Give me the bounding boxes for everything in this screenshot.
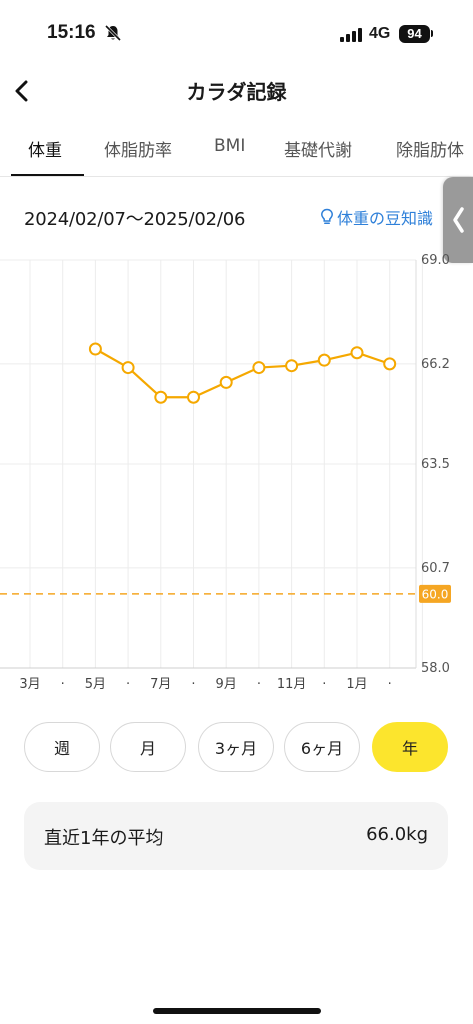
nav-bar: カラダ記録 <box>0 64 473 116</box>
period-3month-button[interactable]: 3ヶ月 <box>198 722 274 772</box>
tab-body-fat[interactable]: 体脂肪率 <box>104 141 172 161</box>
data-point <box>317 353 331 367</box>
status-time: 15:16 <box>47 22 96 43</box>
data-point <box>121 361 135 375</box>
tab-lean-mass[interactable]: 除脂肪体 <box>396 141 464 161</box>
data-point <box>219 375 233 389</box>
weight-chart: 69.0 66.2 63.5 60.7 58.0 60.0 3月 · 5月 · 7月 · 9月 · 11月 ·… <box>0 253 451 692</box>
page-title: カラダ記録 <box>186 80 287 104</box>
bell-muted-icon <box>104 24 122 46</box>
data-point <box>383 357 397 371</box>
x-tick-label: · <box>191 677 195 692</box>
x-tick-label: 1月 <box>346 677 367 692</box>
x-tick-label: 9月 <box>216 677 237 692</box>
average-label: 直近1年の平均 <box>44 828 164 849</box>
y-tick-label: 69.0 <box>421 253 450 268</box>
target-badge <box>419 584 451 603</box>
x-tick-label: · <box>322 677 326 692</box>
x-tick-label: 7月 <box>150 677 171 692</box>
tab-weight[interactable]: 体重 <box>28 141 62 161</box>
x-tick-label: 3月 <box>19 677 40 692</box>
back-button[interactable] <box>6 76 36 106</box>
data-point <box>88 342 102 356</box>
data-point <box>285 359 299 373</box>
active-tab-indicator <box>11 174 84 176</box>
weight-series-line <box>94 348 391 399</box>
y-tick-label: 60.7 <box>421 561 450 576</box>
x-tick-label: · <box>257 677 261 692</box>
chevron-left-icon <box>453 207 464 233</box>
y-tick-label: 66.2 <box>421 357 450 372</box>
period-year-button[interactable]: 年 <box>372 722 448 772</box>
status-bar: 15:16 4G 94 <box>0 0 473 64</box>
target-label: 60.0 <box>422 587 449 601</box>
battery-cap <box>431 30 433 37</box>
signal-icon <box>340 27 364 46</box>
y-tick-label: 58.0 <box>421 661 450 676</box>
chevron-left-icon <box>15 80 28 102</box>
x-tick-label: 11月 <box>277 677 307 692</box>
period-month-button[interactable]: 月 <box>110 722 186 772</box>
data-point <box>350 346 364 360</box>
period-selector: 週 月 3ヶ月 6ヶ月 年 <box>0 722 473 774</box>
weight-tips-label: 体重の豆知識 <box>337 209 434 228</box>
data-point <box>252 361 266 375</box>
data-point <box>187 390 200 404</box>
battery-icon: 94 <box>399 25 430 43</box>
period-6month-button[interactable]: 6ヶ月 <box>284 722 360 772</box>
x-tick-label: 5月 <box>85 677 106 692</box>
x-tick-label: · <box>126 677 130 692</box>
x-tick-label: · <box>61 677 65 692</box>
tab-basal-metabolism[interactable]: 基礎代謝 <box>284 141 352 161</box>
lightbulb-icon <box>321 208 333 224</box>
period-week-button[interactable]: 週 <box>24 722 100 772</box>
average-card: 直近1年の平均 66.0kg <box>24 802 448 870</box>
x-tick-label: · <box>388 677 392 692</box>
weight-tips-link[interactable]: 体重の豆知識 <box>320 205 433 229</box>
metric-tabs: 体重 体脂肪率 BMI 基礎代謝 除脂肪体 <box>0 126 473 177</box>
side-panel-handle[interactable] <box>443 177 473 263</box>
tab-bmi[interactable]: BMI <box>214 136 246 156</box>
data-point <box>154 390 168 404</box>
average-value: 66.0kg <box>366 824 428 845</box>
home-indicator <box>153 1008 321 1014</box>
network-type: 4G <box>369 25 391 42</box>
date-range: 2024/02/07〜2025/02/06 <box>24 209 246 230</box>
y-tick-label: 63.5 <box>421 457 450 472</box>
